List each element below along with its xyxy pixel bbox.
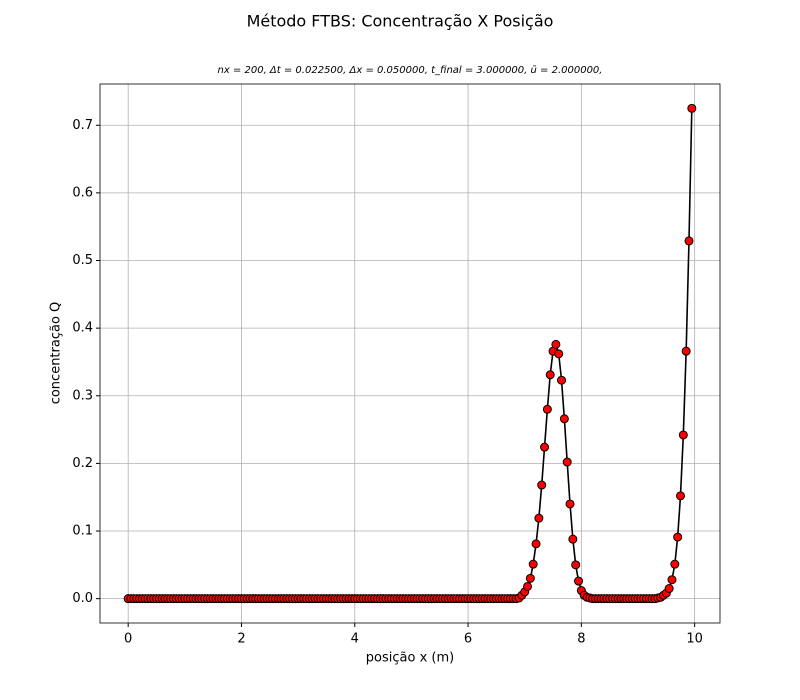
data-point [559, 414, 569, 424]
data-point [673, 532, 683, 542]
x-tick-label: 10 [686, 632, 703, 647]
x-tick-label: 0 [124, 632, 132, 647]
data-point [528, 559, 538, 569]
y-tick-label: 0.0 [72, 591, 93, 606]
y-tick-label: 0.2 [72, 456, 93, 471]
x-tick-label: 4 [351, 632, 359, 647]
data-point [667, 575, 677, 585]
y-tick-label: 0.7 [72, 118, 93, 133]
data-point [542, 404, 552, 414]
data-point [568, 534, 578, 544]
plot-frame [99, 83, 721, 624]
chart-title: Método FTBS: Concentração X Posição [247, 12, 554, 31]
data-point [681, 346, 691, 356]
data-point [684, 236, 694, 246]
data-point [540, 442, 550, 452]
y-tick-label: 0.6 [72, 185, 93, 200]
data-point [571, 560, 581, 570]
y-tick-label: 0.4 [72, 321, 93, 336]
chart-subtitle: nx = 200, Δt = 0.022500, Δx = 0.050000, … [218, 65, 603, 76]
y-axis-label: concentração Q [49, 302, 64, 405]
y-tick-label: 0.5 [72, 253, 93, 268]
data-point [565, 499, 575, 509]
data-point [554, 349, 564, 359]
data-point [557, 375, 567, 385]
data-point [523, 581, 533, 591]
x-tick-label: 2 [237, 632, 245, 647]
data-point [537, 480, 547, 490]
y-tick-label: 0.3 [72, 388, 93, 403]
data-point [678, 430, 688, 440]
data-point [545, 370, 555, 380]
data-point [574, 576, 584, 586]
x-axis-label: posição x (m) [366, 651, 454, 666]
data-point [664, 584, 674, 594]
data-line [128, 108, 693, 600]
data-point [534, 513, 544, 523]
data-point [531, 539, 541, 549]
data-point [551, 339, 561, 349]
x-tick-label: 6 [464, 632, 472, 647]
data-point [675, 491, 685, 501]
data-point [670, 559, 680, 569]
data-point [687, 103, 697, 113]
x-tick-label: 8 [577, 632, 585, 647]
data-point [562, 457, 572, 467]
y-tick-label: 0.1 [72, 524, 93, 539]
data-point [525, 573, 535, 583]
